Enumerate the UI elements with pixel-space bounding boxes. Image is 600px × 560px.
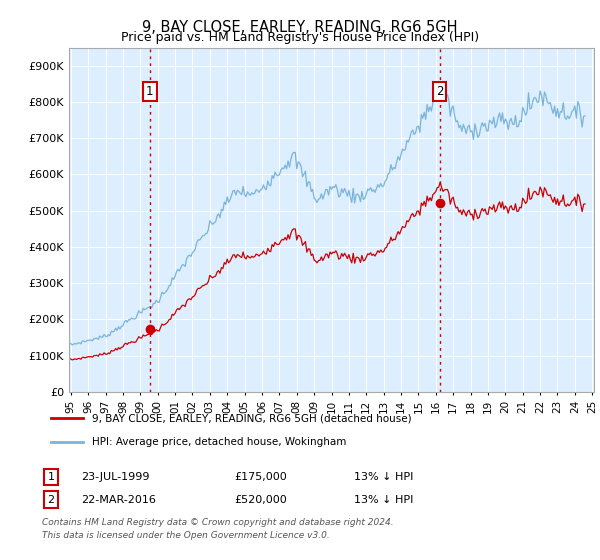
Text: 2: 2	[436, 85, 443, 97]
Text: 1: 1	[47, 472, 55, 482]
Text: Contains HM Land Registry data © Crown copyright and database right 2024.
This d: Contains HM Land Registry data © Crown c…	[42, 519, 394, 540]
Text: 2: 2	[47, 494, 55, 505]
Text: 9, BAY CLOSE, EARLEY, READING, RG6 5GH (detached house): 9, BAY CLOSE, EARLEY, READING, RG6 5GH (…	[92, 413, 411, 423]
Text: 13% ↓ HPI: 13% ↓ HPI	[354, 472, 413, 482]
Text: 9, BAY CLOSE, EARLEY, READING, RG6 5GH: 9, BAY CLOSE, EARLEY, READING, RG6 5GH	[142, 20, 458, 35]
Text: £175,000: £175,000	[234, 472, 287, 482]
Text: 1: 1	[146, 85, 154, 97]
Text: 23-JUL-1999: 23-JUL-1999	[81, 472, 149, 482]
Text: HPI: Average price, detached house, Wokingham: HPI: Average price, detached house, Woki…	[92, 436, 346, 446]
Text: 13% ↓ HPI: 13% ↓ HPI	[354, 494, 413, 505]
Text: £520,000: £520,000	[234, 494, 287, 505]
Text: 22-MAR-2016: 22-MAR-2016	[81, 494, 156, 505]
Text: Price paid vs. HM Land Registry's House Price Index (HPI): Price paid vs. HM Land Registry's House …	[121, 31, 479, 44]
